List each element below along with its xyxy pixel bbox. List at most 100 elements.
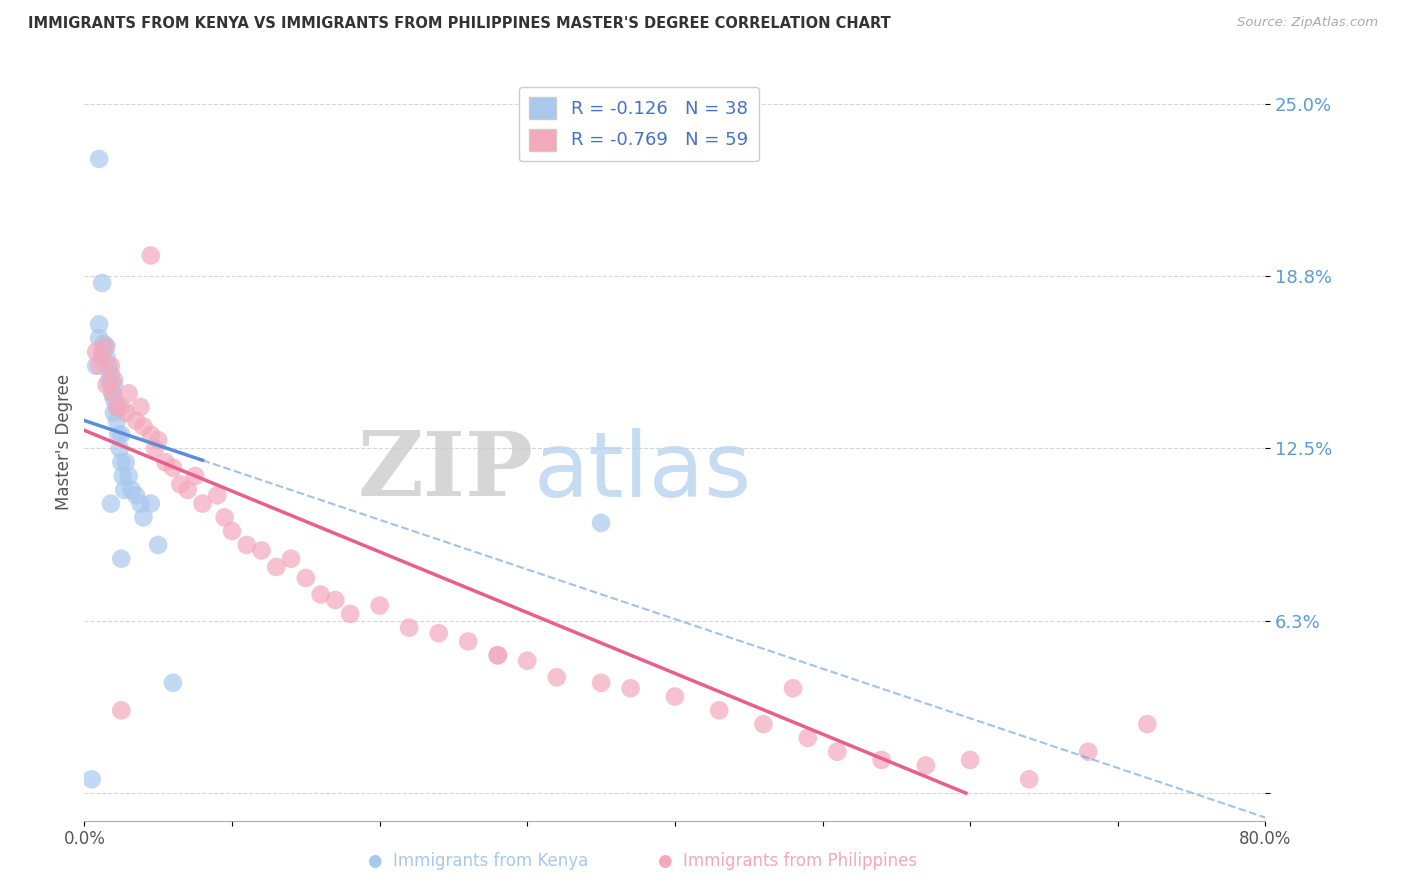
Point <box>110 427 132 442</box>
Point <box>91 276 114 290</box>
Point <box>155 455 177 469</box>
Point <box>105 414 128 428</box>
Point <box>91 345 114 359</box>
Point <box>103 392 125 406</box>
Point <box>112 483 135 497</box>
Point <box>103 372 125 386</box>
Point <box>100 378 122 392</box>
Point <box>797 731 820 745</box>
Point <box>236 538 259 552</box>
Point <box>101 386 124 401</box>
Point <box>87 318 111 332</box>
Point <box>132 510 155 524</box>
Point <box>139 497 162 511</box>
Point <box>1018 772 1040 787</box>
Point <box>709 703 731 717</box>
Point <box>84 359 107 373</box>
Point <box>93 336 115 351</box>
Point <box>148 538 170 552</box>
Text: ●  Immigrants from Kenya: ● Immigrants from Kenya <box>368 852 588 870</box>
Point <box>87 359 111 373</box>
Point <box>100 359 122 373</box>
Point <box>368 599 391 613</box>
Point <box>132 419 155 434</box>
Point <box>96 339 118 353</box>
Text: Source: ZipAtlas.com: Source: ZipAtlas.com <box>1237 16 1378 29</box>
Point <box>96 351 118 365</box>
Point <box>107 427 129 442</box>
Point <box>148 433 170 447</box>
Point <box>108 442 131 456</box>
Point <box>782 681 804 696</box>
Point <box>129 400 152 414</box>
Point <box>94 339 117 353</box>
Point <box>125 488 148 502</box>
Point <box>266 560 288 574</box>
Point <box>84 345 107 359</box>
Point <box>309 588 332 602</box>
Point <box>427 626 450 640</box>
Point <box>87 331 111 345</box>
Point <box>91 351 114 365</box>
Point <box>752 717 775 731</box>
Point <box>80 772 103 787</box>
Point <box>169 477 191 491</box>
Point <box>915 758 938 772</box>
Point <box>870 753 893 767</box>
Legend: R = -0.126   N = 38, R = -0.769   N = 59: R = -0.126 N = 38, R = -0.769 N = 59 <box>519 87 759 161</box>
Point <box>110 400 132 414</box>
Point <box>214 510 236 524</box>
Point <box>139 427 162 442</box>
Point <box>295 571 318 585</box>
Point <box>129 497 152 511</box>
Point <box>110 455 132 469</box>
Point <box>114 406 136 420</box>
Point <box>111 469 134 483</box>
Point <box>486 648 509 663</box>
Point <box>398 621 420 635</box>
Point <box>457 634 479 648</box>
Point <box>139 248 162 262</box>
Point <box>1077 745 1099 759</box>
Point <box>143 442 166 456</box>
Point <box>100 367 122 381</box>
Point <box>110 703 132 717</box>
Y-axis label: Master's Degree: Master's Degree <box>55 374 73 509</box>
Point <box>184 469 207 483</box>
Point <box>96 378 118 392</box>
Point <box>280 551 302 566</box>
Text: atlas: atlas <box>533 428 751 516</box>
Point <box>664 690 686 704</box>
Point <box>177 483 200 497</box>
Point <box>103 406 125 420</box>
Point <box>339 607 361 621</box>
Point <box>162 460 184 475</box>
Point <box>105 400 128 414</box>
Point <box>105 400 128 414</box>
Point <box>125 414 148 428</box>
Point <box>620 681 643 696</box>
Point <box>114 455 136 469</box>
Point <box>221 524 243 538</box>
Point <box>110 551 132 566</box>
Point <box>97 359 120 373</box>
Point <box>191 497 214 511</box>
Point <box>591 516 613 530</box>
Point <box>162 675 184 690</box>
Point <box>516 654 538 668</box>
Point <box>98 372 121 386</box>
Point <box>101 386 124 401</box>
Point <box>1136 717 1159 731</box>
Point <box>103 378 125 392</box>
Point <box>546 670 568 684</box>
Point <box>827 745 849 759</box>
Point <box>118 386 141 401</box>
Point <box>591 675 613 690</box>
Point <box>121 483 143 497</box>
Point <box>87 152 111 166</box>
Text: IMMIGRANTS FROM KENYA VS IMMIGRANTS FROM PHILIPPINES MASTER'S DEGREE CORRELATION: IMMIGRANTS FROM KENYA VS IMMIGRANTS FROM… <box>28 16 891 31</box>
Text: ●  Immigrants from Philippines: ● Immigrants from Philippines <box>658 852 917 870</box>
Point <box>959 753 981 767</box>
Point <box>250 543 273 558</box>
Point <box>118 469 141 483</box>
